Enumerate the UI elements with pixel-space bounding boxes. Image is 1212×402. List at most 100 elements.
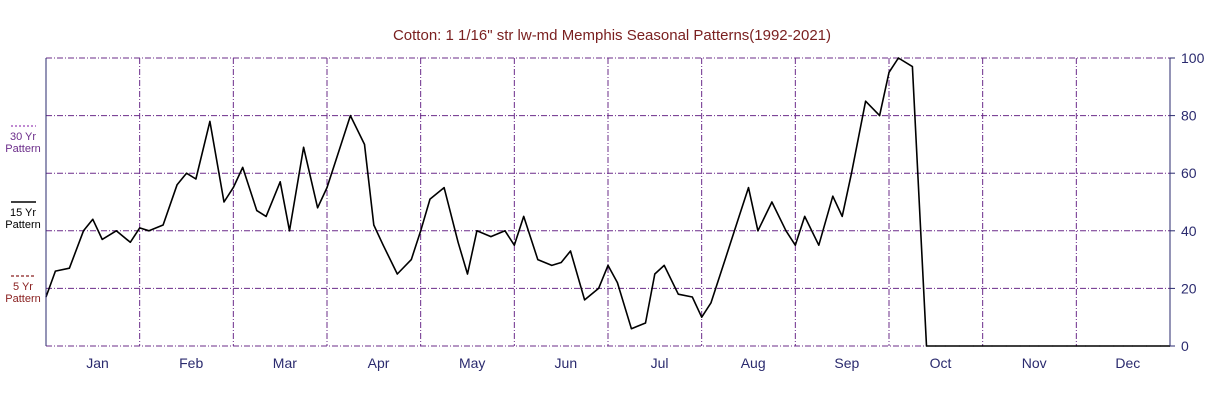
legend-15yr-label: 15 Yr [10, 207, 36, 219]
data-point-15-yr-pattern-40 [513, 244, 515, 246]
data-point-15-yr-pattern-13 [195, 178, 197, 180]
data-point-15-yr-pattern-73 [897, 57, 900, 59]
data-point-15-yr-pattern-58 [724, 259, 726, 261]
data-point-15-yr-pattern-6 [115, 230, 117, 232]
data-point-15-yr-pattern-91 [1113, 345, 1115, 347]
y-tick-label-20: 20 [1181, 280, 1197, 296]
data-point-15-yr-pattern-55 [691, 296, 693, 298]
data-point-15-yr-pattern-26 [349, 115, 351, 117]
data-point-15-yr-pattern-51 [644, 322, 647, 324]
data-point-15-yr-pattern-36 [466, 273, 469, 275]
data-point-15-yr-pattern-53 [663, 264, 665, 266]
y-tick-label-80: 80 [1181, 108, 1197, 124]
data-point-15-yr-pattern-94 [1146, 345, 1148, 347]
data-point-15-yr-pattern-86 [1052, 345, 1054, 347]
month-label-may: May [459, 355, 485, 371]
data-point-15-yr-pattern-81 [991, 345, 993, 347]
data-point-15-yr-pattern-61 [757, 230, 759, 232]
month-label-feb: Feb [179, 355, 203, 371]
data-point-15-yr-pattern-25 [335, 158, 337, 160]
data-point-15-yr-pattern-9 [148, 230, 150, 232]
data-point-15-yr-pattern-89 [1085, 345, 1087, 347]
data-point-15-yr-pattern-20 [279, 181, 281, 183]
data-point-15-yr-pattern-95 [1160, 345, 1162, 347]
data-point-15-yr-pattern-54 [677, 293, 679, 295]
data-point-15-yr-pattern-44 [560, 261, 562, 264]
data-point-15-yr-pattern-29 [382, 244, 384, 246]
data-point-15-yr-pattern-46 [584, 299, 586, 301]
data-point-15-yr-pattern-7 [129, 241, 131, 243]
month-label-apr: Apr [368, 355, 390, 371]
data-point-15-yr-pattern-10 [162, 224, 164, 226]
data-point-15-yr-pattern-50 [630, 328, 633, 330]
month-label-jul: Jul [651, 355, 669, 371]
legend-15yr: 15 Yr Pattern [5, 201, 41, 231]
y-tick-label-60: 60 [1181, 165, 1197, 181]
legend-30yr: 30 Yr Pattern [5, 125, 41, 155]
data-point-15-yr-pattern-68 [841, 215, 843, 217]
data-point-15-yr-pattern-17 [242, 166, 244, 168]
data-point-15-yr-pattern-19 [265, 215, 267, 217]
data-point-15-yr-pattern-92 [1122, 345, 1124, 347]
data-point-15-yr-pattern-63 [785, 230, 787, 232]
month-label-aug: Aug [741, 355, 766, 371]
legend-5yr: 5 Yr Pattern [5, 275, 41, 305]
data-point-15-yr-pattern-34 [443, 187, 445, 189]
data-point-15-yr-pattern-69 [850, 172, 853, 174]
legend-30yr-label-2: Pattern [5, 143, 40, 155]
month-label-jun: Jun [555, 355, 578, 371]
data-point-15-yr-pattern-24 [326, 187, 328, 189]
data-point-15-yr-pattern-11 [176, 184, 178, 186]
data-point-15-yr-pattern-33 [429, 198, 431, 200]
data-point-15-yr-pattern-93 [1131, 345, 1134, 347]
data-point-15-yr-pattern-76 [935, 345, 937, 347]
data-point-15-yr-pattern-27 [363, 143, 366, 145]
data-point-15-yr-pattern-87 [1066, 345, 1068, 347]
legend: 30 Yr Pattern 15 Yr Pattern 5 Yr Pattern [5, 125, 41, 305]
data-point-15-yr-pattern-57 [710, 302, 712, 304]
data-point-15-yr-pattern-12 [185, 172, 188, 174]
data-point-15-yr-pattern-82 [1005, 345, 1007, 347]
data-point-15-yr-pattern-85 [1038, 345, 1040, 347]
data-point-15-yr-pattern-70 [865, 100, 867, 102]
data-point-15-yr-pattern-80 [982, 345, 984, 347]
data-point-15-yr-pattern-30 [396, 273, 398, 275]
data-point-15-yr-pattern-4 [92, 218, 94, 220]
data-point-15-yr-pattern-65 [804, 215, 806, 217]
data-point-15-yr-pattern-79 [972, 345, 974, 347]
data-point-15-yr-pattern-71 [879, 115, 881, 117]
data-point-15-yr-pattern-74 [911, 66, 914, 68]
data-point-15-yr-pattern-84 [1028, 345, 1031, 347]
y-tick-label-0: 0 [1181, 338, 1189, 354]
data-point-15-yr-pattern-47 [598, 287, 600, 289]
month-label-sep: Sep [834, 355, 859, 371]
data-point-15-yr-pattern-42 [537, 259, 539, 261]
series-layer [45, 57, 1171, 347]
data-point-15-yr-pattern-67 [832, 195, 834, 197]
data-point-15-yr-pattern-22 [303, 146, 305, 148]
legend-30yr-label: 30 Yr [10, 131, 36, 143]
month-label-dec: Dec [1115, 355, 1140, 371]
data-point-15-yr-pattern-60 [747, 187, 750, 189]
data-point-15-yr-pattern-15 [223, 201, 225, 203]
data-point-15-yr-pattern-5 [101, 238, 103, 240]
data-point-15-yr-pattern-59 [738, 215, 740, 217]
data-point-15-yr-pattern-1 [54, 270, 57, 272]
data-point-15-yr-pattern-90 [1099, 345, 1101, 347]
data-point-15-yr-pattern-48 [607, 264, 609, 266]
data-point-15-yr-pattern-62 [771, 201, 773, 203]
data-point-15-yr-pattern-83 [1019, 345, 1021, 347]
data-point-15-yr-pattern-49 [616, 282, 619, 284]
month-label-nov: Nov [1022, 355, 1047, 371]
data-point-15-yr-pattern-18 [256, 210, 258, 212]
y-tick-label-40: 40 [1181, 223, 1197, 239]
data-point-15-yr-pattern-66 [818, 244, 820, 246]
legend-15yr-label-2: Pattern [5, 219, 40, 231]
grid-layer [46, 57, 1170, 347]
month-label-oct: Oct [930, 355, 952, 371]
data-point-15-yr-pattern-38 [490, 236, 492, 238]
data-point-15-yr-pattern-72 [888, 71, 890, 73]
legend-5yr-label-2: Pattern [5, 293, 40, 305]
data-point-15-yr-pattern-21 [288, 230, 291, 232]
